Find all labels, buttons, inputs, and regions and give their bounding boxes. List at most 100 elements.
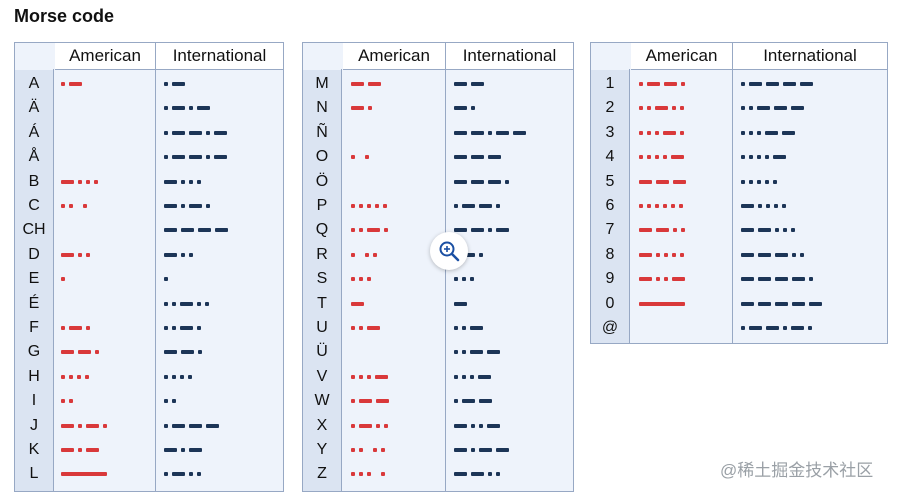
dot-mark [454,350,458,355]
dot-mark [766,204,770,208]
dot-mark [86,326,90,330]
dot-mark [647,106,651,111]
dot-mark [488,130,492,135]
dot-mark [164,301,168,306]
row-character: S [316,270,328,288]
dash-mark [664,82,677,86]
dot-mark [164,155,168,160]
dash-mark [496,228,509,233]
dash-mark [454,130,467,135]
dot-mark [359,204,363,208]
dash-mark [172,472,185,477]
dot-mark [351,204,355,208]
row-character: F [29,319,39,336]
dash-mark [189,130,202,135]
dash-mark [359,423,372,428]
dash-mark [189,423,202,428]
dash-mark [758,301,771,306]
dash-mark [471,155,484,160]
dot-mark [749,179,753,184]
dash-mark [809,301,822,306]
dot-mark [77,374,81,379]
dot-mark [85,374,89,379]
dash-mark [164,350,177,355]
dash-mark [61,350,74,355]
dash-mark [181,228,194,233]
dash-mark [791,326,804,330]
dot-mark [470,374,474,379]
dot-mark [782,204,786,208]
dash-mark [351,301,364,306]
row-character: K [28,441,40,458]
dot-mark [479,423,483,428]
digit-column [591,70,629,343]
dash-mark [462,399,475,404]
dash-mark [741,301,754,306]
dash-mark [198,228,211,233]
zoom-in-button[interactable] [430,232,468,270]
dot-mark [351,277,355,282]
row-character: 1 [605,75,615,92]
dash-mark [773,155,786,160]
row-character: P [316,197,328,214]
dash-mark [774,106,787,111]
dot-mark [681,82,685,86]
dot-mark [351,448,355,452]
dot-mark [809,277,813,282]
dot-mark [351,326,355,330]
header-international: International [446,43,573,70]
row-character: E [28,270,40,288]
dot-mark [164,326,168,330]
dash-mark [180,326,193,330]
dash-mark [639,228,652,233]
dot-mark [198,350,202,355]
dot-mark [78,179,82,184]
dash-mark [164,448,177,452]
dash-mark [61,179,74,184]
dot-mark [656,277,660,282]
dot-mark [189,179,193,184]
dash-mark [197,106,210,111]
dot-mark [454,374,458,379]
dash-mark [376,399,389,404]
dash-mark [749,326,762,330]
row-character: G [27,343,41,361]
dot-mark [757,179,761,184]
dot-mark [741,155,745,160]
dot-mark [61,82,65,86]
dash-mark [164,204,177,208]
dash-mark [189,155,202,160]
dash-mark [454,155,467,160]
dash-mark [639,277,652,282]
dash-mark [172,130,185,135]
dash-mark [181,350,194,355]
dot-mark [189,252,193,257]
dot-mark [78,423,82,428]
row-character: J [30,416,38,434]
dot-mark [78,448,82,452]
dot-mark [164,472,168,477]
dash-mark [488,179,501,184]
dash-mark [471,179,484,184]
row-character: Y [316,441,328,458]
dot-mark [164,82,168,86]
dash-mark [172,155,185,160]
dot-mark [164,399,168,404]
dash-mark [368,82,381,86]
dash-mark [647,82,660,86]
row-character: Å [28,148,40,166]
dot-mark [496,472,500,477]
dash-mark [367,228,380,233]
dot-mark [172,301,176,306]
dot-mark [655,130,659,135]
dot-mark [749,130,753,135]
dash-mark [189,204,202,208]
dot-mark [367,204,371,208]
dot-mark [381,448,385,452]
row-character: I [31,392,37,410]
dash-mark [69,82,82,86]
dot-mark [164,106,168,111]
dot-mark [86,179,90,184]
dash-mark [69,326,82,330]
row-character: D [28,245,40,263]
